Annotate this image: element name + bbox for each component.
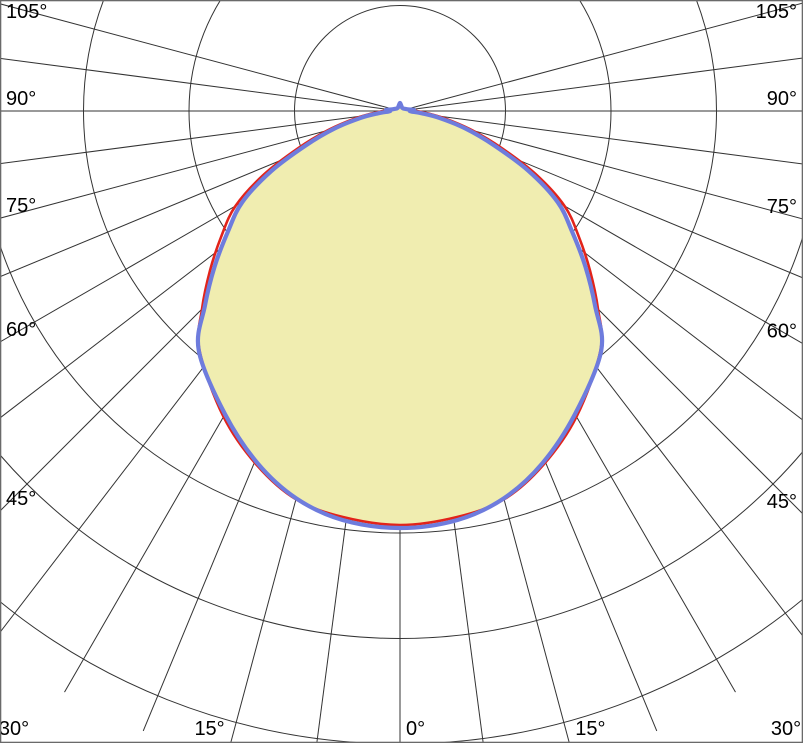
svg-text:60°: 60°	[6, 319, 36, 341]
svg-text:60°: 60°	[767, 321, 797, 343]
svg-text:45°: 45°	[6, 488, 36, 510]
svg-text:0°: 0°	[406, 718, 425, 740]
svg-text:15°: 15°	[194, 718, 224, 740]
svg-text:105°: 105°	[756, 1, 797, 23]
svg-text:45°: 45°	[767, 491, 797, 513]
svg-text:90°: 90°	[767, 88, 797, 110]
svg-text:75°: 75°	[767, 196, 797, 218]
svg-text:105°: 105°	[6, 1, 47, 23]
svg-text:30°: 30°	[771, 718, 801, 740]
svg-text:75°: 75°	[6, 195, 36, 217]
svg-text:30°: 30°	[0, 718, 29, 740]
svg-text:90°: 90°	[6, 88, 36, 110]
svg-text:15°: 15°	[575, 718, 605, 740]
